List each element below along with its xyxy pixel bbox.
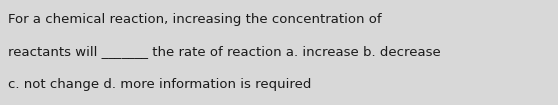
Text: reactants will _______ the rate of reaction a. increase b. decrease: reactants will _______ the rate of react… (8, 45, 441, 58)
Text: c. not change d. more information is required: c. not change d. more information is req… (8, 78, 312, 91)
Text: For a chemical reaction, increasing the concentration of: For a chemical reaction, increasing the … (8, 13, 382, 26)
